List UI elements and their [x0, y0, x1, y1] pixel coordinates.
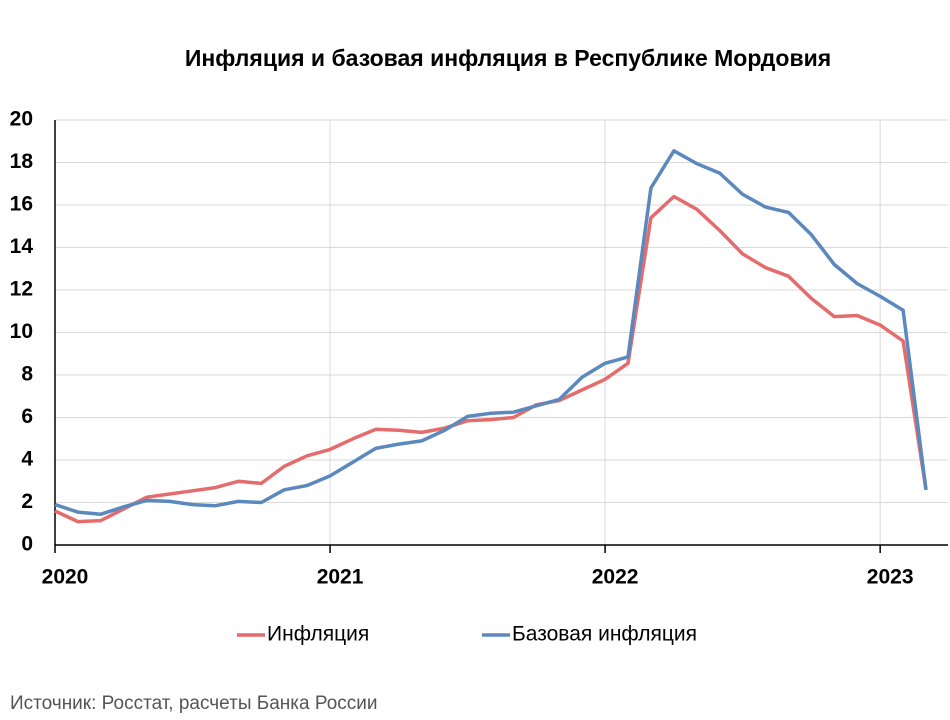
y-tick-label: 4 [21, 448, 33, 471]
x-tick-label: 2020 [42, 566, 89, 589]
y-tick-label: 8 [21, 363, 33, 386]
y-tick-label: 20 [10, 108, 33, 131]
y-tick-label: 2 [21, 490, 33, 513]
x-tick-label: 2023 [867, 566, 914, 589]
y-tick-label: 6 [21, 405, 33, 428]
series-line [54, 194, 928, 524]
y-tick-label: 0 [21, 533, 33, 556]
x-tick-label: 2021 [317, 566, 364, 589]
y-tick-label: 12 [10, 278, 33, 301]
legend-label: Базовая инфляция [512, 623, 697, 646]
y-tick-label: 14 [10, 235, 34, 258]
x-tick-label: 2022 [592, 566, 639, 589]
y-tick-label: 10 [10, 320, 33, 343]
y-tick-label: 16 [10, 193, 33, 216]
y-tick-label: 18 [10, 150, 34, 173]
series-line [54, 149, 928, 516]
legend-label: Инфляция [267, 623, 369, 646]
source-note: Источник: Росстат, расчеты Банка России [10, 693, 378, 714]
chart-title: Инфляция и базовая инфляция в Республике… [185, 45, 831, 71]
